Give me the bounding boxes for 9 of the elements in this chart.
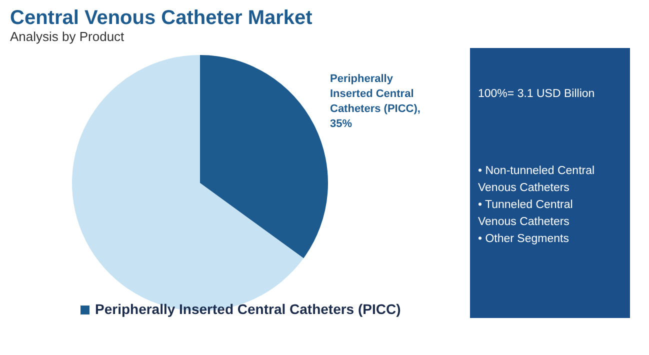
text: • Tunneled Central Venous Catheters	[478, 199, 573, 228]
pie-slice	[200, 55, 328, 258]
data-label: Peripherally Inserted Central Catheters (PICC), 35%	[330, 73, 420, 130]
text: • Other Segments	[478, 233, 570, 245]
chart-subtitle: Analysis by Product	[10, 29, 125, 44]
chart-title: Central Venous Catheter Market	[10, 7, 313, 29]
text: 100%= 3.1 USD Billion	[478, 88, 595, 100]
legend-label: Peripherally Inserted Central Catheters (PICC)	[95, 301, 401, 317]
text: • Non-tunneled Central Venous Catheters	[478, 165, 595, 194]
